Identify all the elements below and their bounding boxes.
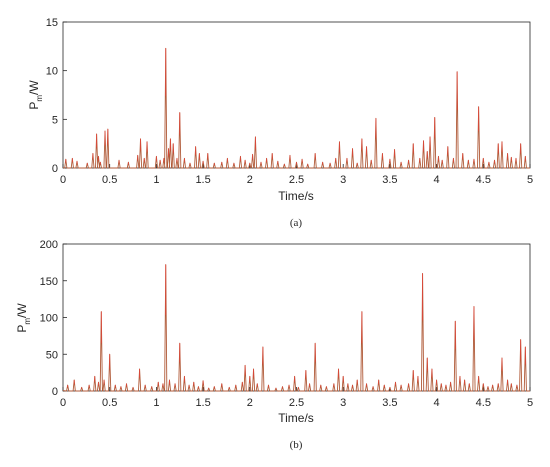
axis-ticks-a bbox=[62, 21, 531, 169]
x-tick-label: 0.5 bbox=[102, 174, 117, 186]
x-tick-label: 0.5 bbox=[102, 397, 117, 409]
y-tick-label: 200 bbox=[40, 239, 58, 251]
y-axis-unit-b: /W bbox=[15, 303, 29, 318]
plot-area-a bbox=[62, 21, 531, 169]
x-tick-label: 2 bbox=[247, 397, 253, 409]
x-axis-title-a: Time/s bbox=[278, 189, 314, 203]
x-tick-label: 0 bbox=[60, 174, 66, 186]
caption-a: (a) bbox=[290, 217, 303, 229]
peak-points bbox=[65, 48, 526, 166]
y-tick-label: 0 bbox=[52, 386, 58, 398]
plot-area-b bbox=[62, 243, 531, 392]
y-axis-unit-a: /W bbox=[27, 80, 41, 95]
y-axis-title-b: Pm/W bbox=[15, 303, 32, 333]
y-axis-title-a: Pm/W bbox=[27, 80, 44, 110]
y-axis-subscript-b: m bbox=[23, 318, 32, 325]
x-tick-label: 5 bbox=[527, 397, 533, 409]
peak-points bbox=[67, 264, 526, 390]
y-tick-label: 150 bbox=[40, 276, 58, 288]
y-tick-label: 5 bbox=[52, 114, 58, 126]
x-tick-label: 3 bbox=[340, 174, 346, 186]
y-tick-label: 50 bbox=[46, 349, 58, 361]
y-axis-symbol-a: P bbox=[27, 102, 41, 110]
x-tick-label: 1 bbox=[153, 397, 159, 409]
x-tick-label: 4 bbox=[434, 397, 440, 409]
x-tick-label: 2 bbox=[247, 174, 253, 186]
x-tick-label: 2.5 bbox=[289, 397, 304, 409]
x-tick-label: 3.5 bbox=[382, 174, 397, 186]
x-tick-label: 4.5 bbox=[476, 397, 491, 409]
axis-ticks-b bbox=[62, 243, 531, 392]
x-tick-label: 3.5 bbox=[382, 397, 397, 409]
x-axis-title-b: Time/s bbox=[278, 411, 314, 425]
y-tick-labels-a: 0 5 10 15 bbox=[46, 17, 58, 175]
x-tick-label: 4 bbox=[434, 174, 440, 186]
caption-b: (b) bbox=[290, 439, 303, 451]
y-tick-label: 0 bbox=[52, 163, 58, 175]
x-tick-label: 1.5 bbox=[195, 397, 210, 409]
chart-panel-a: 0 5 10 15 0 0.5 1 1.5 2 2.5 3 3.5 4 4.5 5 Time/s Pm/W… bbox=[27, 17, 533, 229]
chart-panel-b: 0 50 100 150 200 0 0.5 1 1.5 2 2.5 3 3.5 4 4.5 5 Time/… bbox=[15, 239, 533, 451]
x-tick-label: 1 bbox=[153, 174, 159, 186]
y-tick-label: 10 bbox=[46, 66, 58, 78]
y-tick-labels-b: 0 50 100 150 200 bbox=[40, 239, 58, 398]
x-tick-label: 5 bbox=[527, 174, 533, 186]
x-tick-label: 0 bbox=[60, 397, 66, 409]
x-tick-label: 4.5 bbox=[476, 174, 491, 186]
data-series-a bbox=[62, 47, 530, 169]
y-axis-subscript-a: m bbox=[35, 95, 44, 102]
x-tick-labels-a: 0 0.5 1 1.5 2 2.5 3 3.5 4 4.5 5 bbox=[60, 174, 533, 186]
x-tick-label: 1.5 bbox=[195, 174, 210, 186]
x-tick-labels-b: 0 0.5 1 1.5 2 2.5 3 3.5 4 4.5 5 bbox=[60, 397, 533, 409]
y-tick-label: 100 bbox=[40, 313, 58, 325]
x-tick-label: 2.5 bbox=[289, 174, 304, 186]
x-tick-label: 3 bbox=[340, 397, 346, 409]
y-tick-label: 15 bbox=[46, 17, 58, 29]
y-axis-symbol-b: P bbox=[15, 325, 29, 333]
data-series-b bbox=[62, 264, 530, 392]
